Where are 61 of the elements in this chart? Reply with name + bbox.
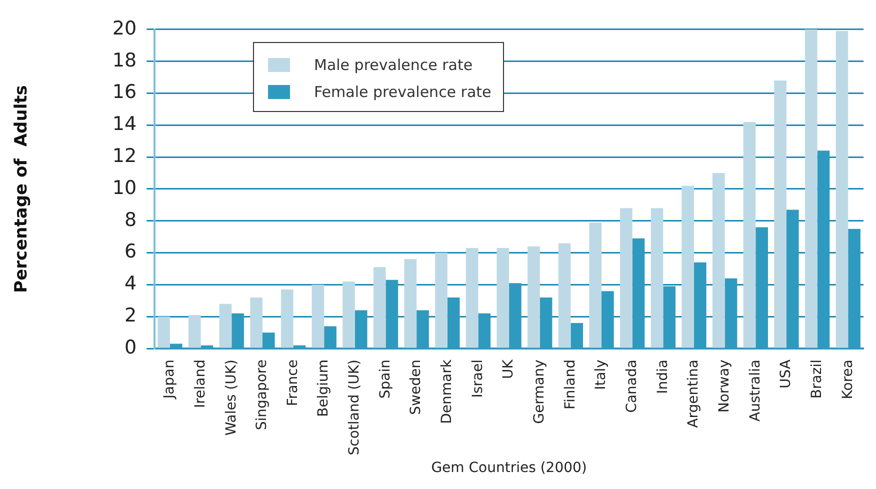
bar bbox=[158, 316, 170, 348]
x-tick-label: Spain bbox=[377, 360, 394, 399]
bar bbox=[528, 246, 540, 348]
y-axis-title: Percentage of Adults bbox=[12, 85, 32, 293]
y-tick-label: 12 bbox=[112, 144, 137, 167]
bar bbox=[219, 304, 232, 348]
x-tick-label: Sweden bbox=[408, 360, 424, 415]
x-tick-label: Ireland bbox=[192, 360, 208, 408]
bar bbox=[280, 289, 294, 348]
bar bbox=[743, 122, 756, 348]
bar bbox=[682, 186, 694, 348]
x-tick-label: France bbox=[284, 360, 301, 406]
bar bbox=[466, 248, 478, 348]
y-tick-label: 6 bbox=[124, 240, 137, 263]
bar bbox=[188, 315, 201, 348]
y-tick-label: 14 bbox=[112, 113, 137, 136]
x-tick-label: Denmark bbox=[439, 358, 456, 424]
y-tick-label: 2 bbox=[124, 304, 137, 327]
bar bbox=[836, 30, 848, 348]
x-tick-label: Italy bbox=[593, 360, 610, 390]
y-tick-label: 0 bbox=[124, 336, 137, 358]
x-tick-label: Norway bbox=[716, 360, 732, 413]
x-tick-label: Brazil bbox=[808, 360, 825, 399]
y-tick-label: 10 bbox=[112, 176, 137, 199]
y-tick-label: 18 bbox=[112, 49, 137, 72]
x-tick-label: India bbox=[654, 360, 671, 394]
x-tick-label: UK bbox=[500, 358, 517, 379]
x-tick-label: Australia bbox=[747, 360, 764, 422]
bar bbox=[496, 248, 510, 348]
bar bbox=[342, 282, 355, 348]
x-tick-label: Germany bbox=[532, 360, 548, 424]
x-tick-label: USA bbox=[778, 359, 794, 389]
bar bbox=[404, 259, 417, 348]
x-axis-title: Gem Countries (2000) bbox=[431, 460, 587, 476]
x-tick-label: Canada bbox=[624, 360, 640, 413]
bar bbox=[373, 267, 386, 348]
bar bbox=[312, 284, 324, 348]
x-tick-label: Belgium bbox=[316, 360, 332, 417]
bar bbox=[620, 208, 632, 348]
y-tick-label: 20 bbox=[112, 17, 137, 40]
legend-label: Female prevalence rate bbox=[314, 82, 492, 100]
y-tick-label: 4 bbox=[124, 272, 137, 295]
bar bbox=[558, 243, 571, 348]
bar bbox=[650, 208, 664, 348]
x-tick-label: Scotland (UK) bbox=[346, 360, 363, 456]
x-tick-label: Wales (UK) bbox=[223, 360, 240, 436]
bar bbox=[250, 297, 262, 348]
x-tick-label: Korea bbox=[840, 360, 856, 400]
bar bbox=[435, 252, 448, 348]
x-tick-label: Japan bbox=[162, 360, 178, 400]
bar bbox=[712, 173, 725, 348]
bar bbox=[804, 29, 818, 348]
legend-label: Male prevalence rate bbox=[314, 56, 473, 74]
x-tick-label: Israel bbox=[470, 360, 486, 398]
x-tick-label: Singapore bbox=[254, 360, 270, 430]
bar bbox=[774, 80, 786, 348]
x-tick-label: Finland bbox=[562, 360, 578, 410]
y-tick-label: 8 bbox=[124, 208, 137, 231]
y-tick-label: 16 bbox=[112, 81, 137, 104]
x-tick-label: Argentina bbox=[686, 360, 702, 428]
bar bbox=[589, 222, 602, 348]
